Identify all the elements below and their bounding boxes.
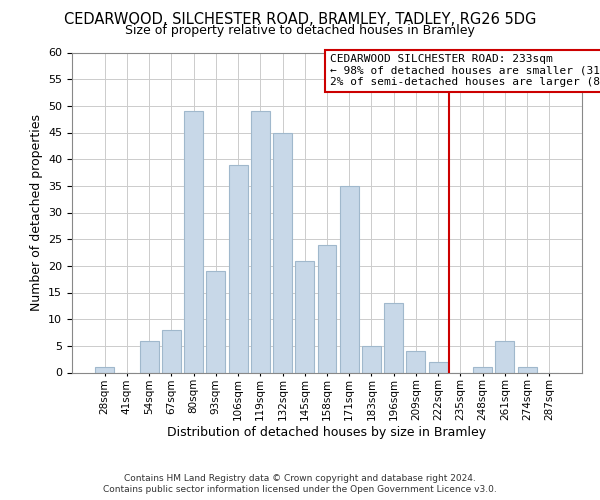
- Bar: [496, 340, 514, 372]
- Text: CEDARWOOD, SILCHESTER ROAD, BRAMLEY, TADLEY, RG26 5DG: CEDARWOOD, SILCHESTER ROAD, BRAMLEY, TAD…: [64, 12, 536, 28]
- Bar: [229, 164, 248, 372]
- Bar: [317, 244, 337, 372]
- Bar: [518, 367, 536, 372]
- Text: CEDARWOOD SILCHESTER ROAD: 233sqm
← 98% of detached houses are smaller (319)
2% : CEDARWOOD SILCHESTER ROAD: 233sqm ← 98% …: [329, 54, 600, 88]
- Bar: [162, 330, 181, 372]
- Bar: [251, 111, 270, 372]
- Bar: [140, 340, 158, 372]
- Bar: [273, 132, 292, 372]
- Bar: [206, 271, 225, 372]
- Text: Contains HM Land Registry data © Crown copyright and database right 2024.
Contai: Contains HM Land Registry data © Crown c…: [103, 474, 497, 494]
- Bar: [362, 346, 381, 372]
- Bar: [406, 351, 425, 372]
- Bar: [295, 260, 314, 372]
- Bar: [184, 111, 203, 372]
- X-axis label: Distribution of detached houses by size in Bramley: Distribution of detached houses by size …: [167, 426, 487, 438]
- Bar: [95, 367, 114, 372]
- Bar: [340, 186, 359, 372]
- Bar: [429, 362, 448, 372]
- Bar: [384, 303, 403, 372]
- Bar: [473, 367, 492, 372]
- Y-axis label: Number of detached properties: Number of detached properties: [29, 114, 43, 311]
- Text: Size of property relative to detached houses in Bramley: Size of property relative to detached ho…: [125, 24, 475, 37]
